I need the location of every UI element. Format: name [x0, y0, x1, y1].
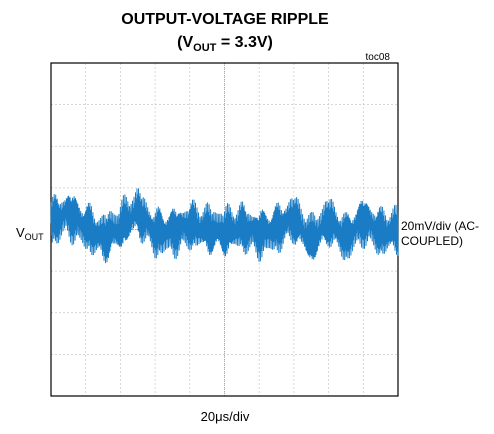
scale-label-line1: 20mV/div (AC- — [401, 219, 479, 233]
series-trace — [50, 188, 399, 264]
scale-label-line2: COUPLED) — [401, 234, 463, 248]
trace-label-sub: OUT — [25, 232, 45, 242]
trace-label: VOUT — [16, 225, 44, 242]
chart-title: OUTPUT-VOLTAGE RIPPLE — [121, 11, 329, 28]
x-axis-label: 20μs/div — [201, 409, 250, 424]
chart-subtitle: (VOUT = 3.3V) — [177, 34, 273, 54]
subtitle-rest: = 3.3V) — [216, 34, 272, 51]
subtitle-open: (V — [177, 34, 193, 51]
subtitle-sub: OUT — [193, 42, 217, 54]
trace-label-main: V — [16, 225, 25, 240]
toc-label: toc08 — [366, 52, 391, 63]
